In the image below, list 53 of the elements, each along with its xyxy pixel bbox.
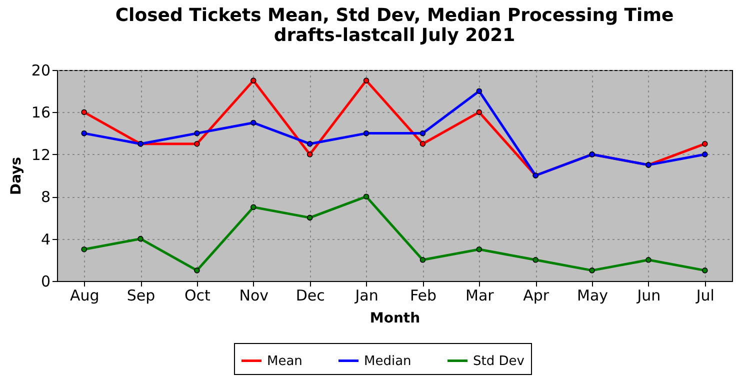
point [194,268,200,274]
y-tick-label: 12 [31,146,50,164]
x-tick-label: Jun [636,286,661,304]
y-tick-label: 0 [40,272,50,290]
x-tick-label: Mar [466,286,495,304]
point [250,204,256,210]
point [420,140,426,147]
point [363,78,370,84]
point [702,140,708,147]
legend-label: Std Dev [473,354,525,369]
chart-subtitle: drafts-lastcall July 2021 [274,25,516,46]
x-tick-label: Nov [239,286,269,304]
point [81,246,87,252]
x-tick-label: Jan [354,286,378,304]
point [306,152,313,158]
x-tick-label: Jul [695,286,714,304]
point [476,109,482,116]
point [420,257,426,263]
point [363,130,370,136]
x-axis-title: Month [370,310,420,326]
y-tick-label: 16 [31,104,50,122]
point [306,140,313,147]
point [589,268,595,274]
point [81,130,87,136]
point [138,236,144,242]
x-tick-label: Sep [126,286,156,304]
point [646,257,652,263]
legend-label: Median [364,354,412,369]
point [306,214,313,221]
x-tick-label: Oct [184,286,211,304]
x-tick-label: Apr [523,286,550,304]
x-tick-label: Aug [70,286,100,304]
y-tick-label: 8 [40,188,50,206]
chart-title: Closed Tickets Mean, Std Dev, Median Processing Time [115,5,674,26]
y-tick-label: 4 [40,230,50,248]
x-tick-label: Feb [410,286,436,304]
point [363,194,370,200]
point [250,120,256,126]
point [81,109,87,116]
point [476,246,482,252]
point [702,152,708,158]
x-tick-label: May [577,286,608,304]
point [476,88,482,94]
y-tick-label: 20 [31,62,50,80]
point [532,257,538,263]
point [194,140,200,147]
point [702,268,708,274]
point [250,78,256,84]
y-axis-title: Days [8,156,24,196]
point [194,130,200,136]
x-tick-label: Dec [296,286,325,304]
point [420,130,426,136]
legend-label: Mean [267,354,302,369]
